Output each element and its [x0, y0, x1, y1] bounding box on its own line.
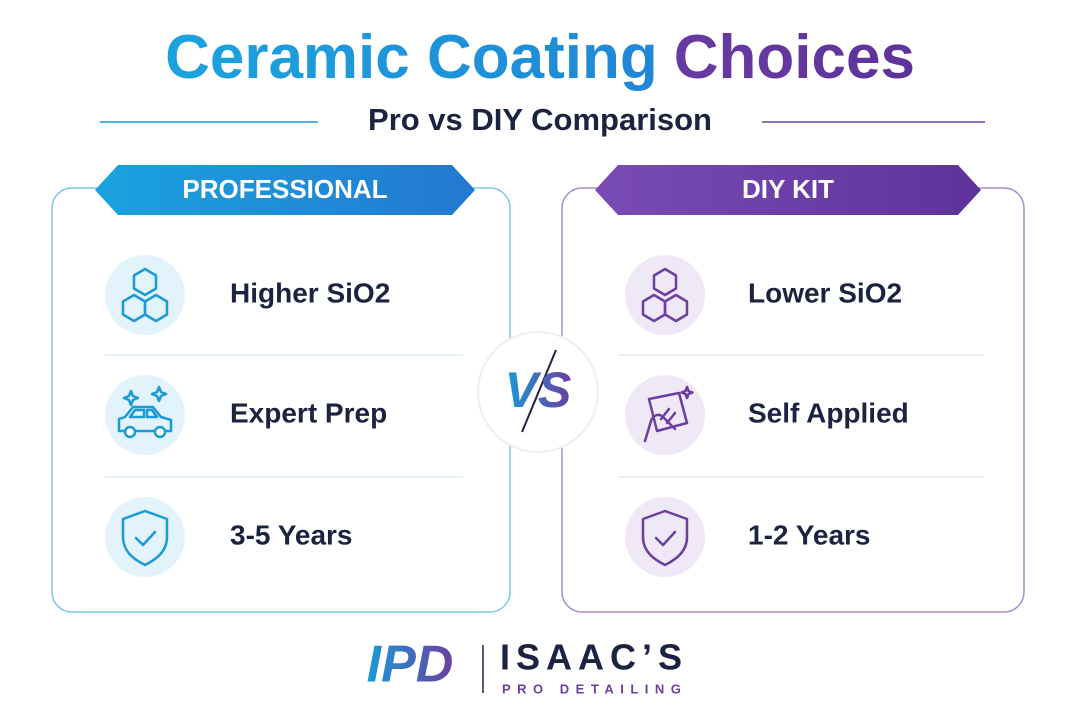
- item-label: Higher SiO2: [230, 277, 390, 308]
- icons: [625, 255, 705, 577]
- title-part: Choices: [674, 23, 915, 92]
- subtitle: Pro vs DIY Comparison: [368, 102, 712, 137]
- brand-tagline: PRO DETAILING: [502, 681, 687, 696]
- item-label: Self Applied: [748, 397, 909, 428]
- vs-slash: [521, 349, 557, 433]
- title: Ceramic Coating Choices: [165, 23, 915, 92]
- brand-name: ISAAC’S: [500, 637, 688, 678]
- item-label: 3-5 Years: [230, 519, 353, 550]
- icons: [105, 255, 185, 577]
- panel-label: PROFESSIONAL: [182, 174, 387, 204]
- item-label: Lower SiO2: [748, 277, 902, 308]
- brand-mark: IPD: [367, 636, 454, 694]
- panel-label: DIY KIT: [742, 174, 834, 204]
- vs-text: VS: [505, 362, 572, 418]
- item-label: 1-2 Years: [748, 519, 871, 550]
- panel-tab: [95, 165, 475, 215]
- panel-tab: [595, 165, 981, 215]
- item-label: Expert Prep: [230, 397, 387, 428]
- title-part: Ceramic Coating: [165, 23, 658, 92]
